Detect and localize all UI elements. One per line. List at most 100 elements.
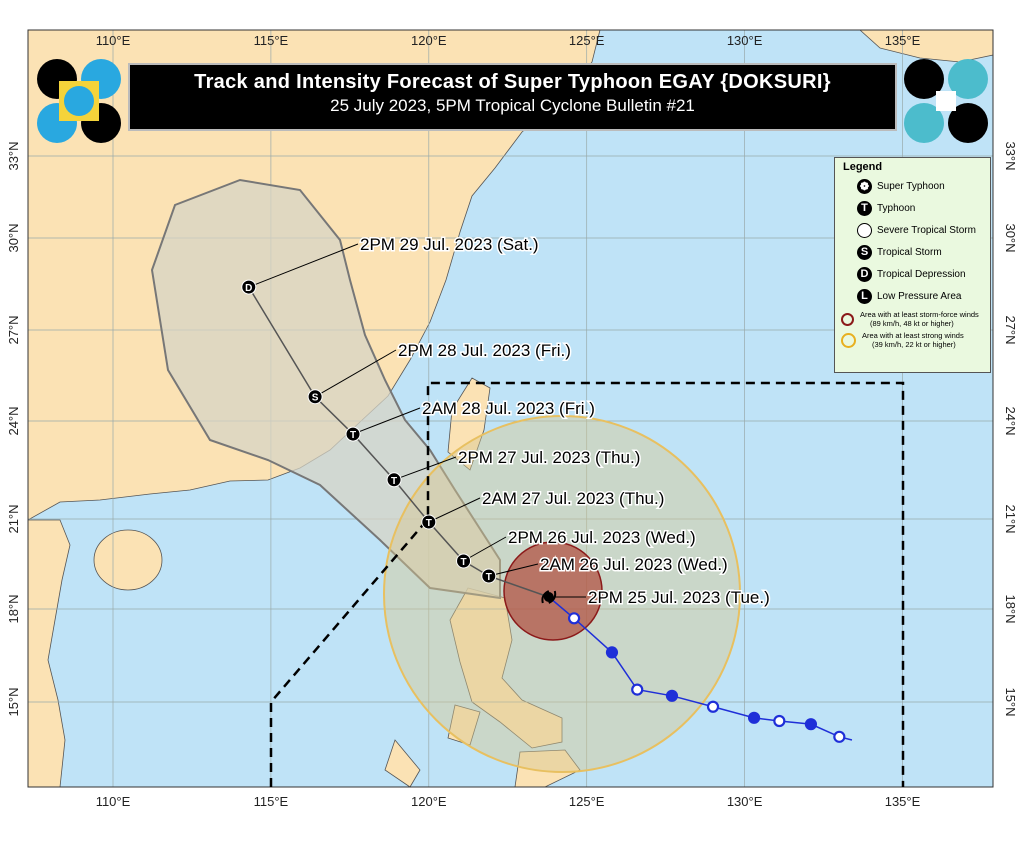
map-frame: [27, 29, 994, 788]
tropical-storm-icon: S: [857, 244, 872, 260]
lat-tick-label: 33°N: [6, 141, 21, 170]
legend-item: L Low Pressure Area: [835, 285, 990, 307]
legend-label: Super Typhoon: [877, 180, 945, 192]
legend-label: Typhoon: [877, 202, 916, 214]
lat-tick-label: 21°N: [6, 504, 21, 533]
typhoon-icon: T: [857, 200, 872, 216]
lon-tick-label: 135°E: [885, 794, 921, 809]
lat-tick-label: 21°N: [1003, 504, 1018, 533]
lon-tick-label: 120°E: [411, 33, 447, 48]
label-leader-line: [393, 456, 457, 481]
legend-label: Tropical Depression: [877, 268, 966, 280]
tropical-depression-icon: D: [857, 266, 872, 282]
forecast-position-marker: [307, 389, 323, 405]
legend-label: Low Pressure Area: [877, 290, 962, 302]
title-banner: Track and Intensity Forecast of Super Ty…: [128, 63, 897, 131]
label-leader-line: [488, 563, 539, 577]
lon-tick-label: 115°E: [254, 794, 289, 809]
forecast-position-marker: [481, 568, 497, 584]
lon-tick-label: 110°E: [96, 33, 131, 48]
lon-tick-label: 120°E: [411, 794, 447, 809]
lat-tick-label: 24°N: [1003, 406, 1018, 435]
label-leader-line: [463, 536, 507, 562]
lat-tick-label: 27°N: [6, 315, 21, 344]
lon-tick-label: 135°E: [885, 33, 921, 48]
forecast-time-label: 2PM 29 Jul. 2023 (Sat.): [360, 235, 539, 254]
severe-tropical-storm-icon: [857, 222, 872, 238]
forecast-time-label: 2AM 27 Jul. 2023 (Thu.): [482, 489, 664, 508]
strong-winds-ring-icon: [841, 332, 856, 348]
legend-label: Severe Tropical Storm: [877, 224, 976, 236]
lon-tick-label: 125°E: [569, 794, 605, 809]
map-title: Track and Intensity Forecast of Super Ty…: [194, 71, 831, 93]
forecast-time-label: 2PM 27 Jul. 2023 (Thu.): [458, 448, 640, 467]
forecast-time-label: 2AM 28 Jul. 2023 (Fri.): [422, 399, 595, 418]
cone-of-uncertainty: [150, 178, 501, 600]
past-position-marker: [631, 683, 644, 696]
forecast-time-label: 2AM 26 Jul. 2023 (Wed.): [540, 555, 728, 574]
low-pressure-area-icon: L: [857, 288, 872, 304]
lat-tick-label: 18°N: [6, 594, 21, 623]
lon-tick-label: 125°E: [569, 33, 605, 48]
forecast-time-label: 2PM 26 Jul. 2023 (Wed.): [508, 528, 696, 547]
lon-tick-label: 130°E: [727, 33, 763, 48]
super-typhoon-icon: ❁: [857, 178, 872, 194]
legend-label: Area with at least storm-force winds: [860, 310, 979, 319]
lon-tick-label: 130°E: [727, 794, 763, 809]
lat-tick-label: 18°N: [1003, 594, 1018, 623]
lat-tick-label: 30°N: [1003, 223, 1018, 252]
past-position-marker: [833, 730, 846, 743]
legend: Legend ❁ Super Typhoon T Typhoon Severe Tr…: [834, 157, 991, 373]
dost-logo: [903, 58, 989, 144]
category-letter: T: [391, 476, 397, 487]
legend-item-strong-winds: Area with at least strong winds (39 km/h,…: [835, 331, 990, 349]
storm-force-ring-icon: [841, 312, 854, 326]
past-position-marker: [804, 718, 818, 731]
lon-tick-label: 115°E: [254, 33, 289, 48]
forecast-track: 2PM 25 Jul. 2023 (Tue.) 2AM 26 Jul. 2023 …: [241, 234, 771, 609]
past-position-marker: [605, 646, 619, 659]
legend-item-storm-force: Area with at least storm-force winds (89 …: [835, 310, 990, 328]
category-letter: D: [245, 283, 252, 294]
pagasa-logo: [36, 58, 122, 144]
legend-label: Area with at least strong winds: [862, 331, 964, 340]
lat-tick-label: 15°N: [6, 687, 21, 716]
past-track: [548, 596, 853, 743]
past-position-marker: [706, 700, 720, 713]
label-leader-line: [352, 407, 421, 435]
past-position-marker: [773, 714, 786, 728]
legend-item: ❁ Super Typhoon: [835, 175, 990, 197]
forecast-time-label: 2PM 28 Jul. 2023 (Fri.): [398, 341, 571, 360]
forecast-time-label: 2PM 25 Jul. 2023 (Tue.): [588, 588, 770, 607]
map-subtitle: 25 July 2023, 5PM Tropical Cyclone Bulle…: [330, 96, 695, 115]
legend-label: (89 km/h, 48 kt or higher): [870, 319, 954, 328]
legend-item: D Tropical Depression: [835, 263, 990, 285]
category-letter: T: [426, 518, 432, 529]
legend-label: Tropical Storm: [877, 246, 942, 258]
legend-label: (39 km/h, 22 kt or higher): [872, 340, 956, 349]
legend-heading: Legend: [843, 161, 883, 173]
lat-tick-label: 15°N: [1003, 687, 1018, 716]
lat-tick-label: 27°N: [1003, 315, 1018, 344]
legend-item: S Tropical Storm: [835, 241, 990, 263]
past-position-marker: [665, 689, 679, 702]
super-typhoon-icon: [541, 590, 557, 604]
label-leader-line: [428, 497, 481, 523]
lat-tick-label: 33°N: [1003, 141, 1018, 170]
category-letter: T: [460, 557, 466, 568]
forecast-position-marker: [241, 279, 257, 295]
category-letter: S: [312, 393, 319, 404]
past-position-marker: [567, 612, 581, 625]
label-leader-line: [314, 349, 397, 398]
forecast-position-marker: [421, 514, 437, 530]
label-leader-line: [248, 243, 359, 288]
legend-item: T Typhoon: [835, 197, 990, 219]
forecast-position-marker: [345, 426, 361, 442]
lat-tick-label: 24°N: [6, 406, 21, 435]
lat-tick-label: 30°N: [6, 223, 21, 252]
axis-ticks: 110°E 110°E 115°E 115°E 120°E 120°E 125°E 125°E…: [6, 33, 1018, 809]
super-typhoon-icon: [543, 592, 554, 602]
legend-item: Severe Tropical Storm: [835, 219, 990, 241]
forecast-position-marker: [456, 553, 472, 569]
